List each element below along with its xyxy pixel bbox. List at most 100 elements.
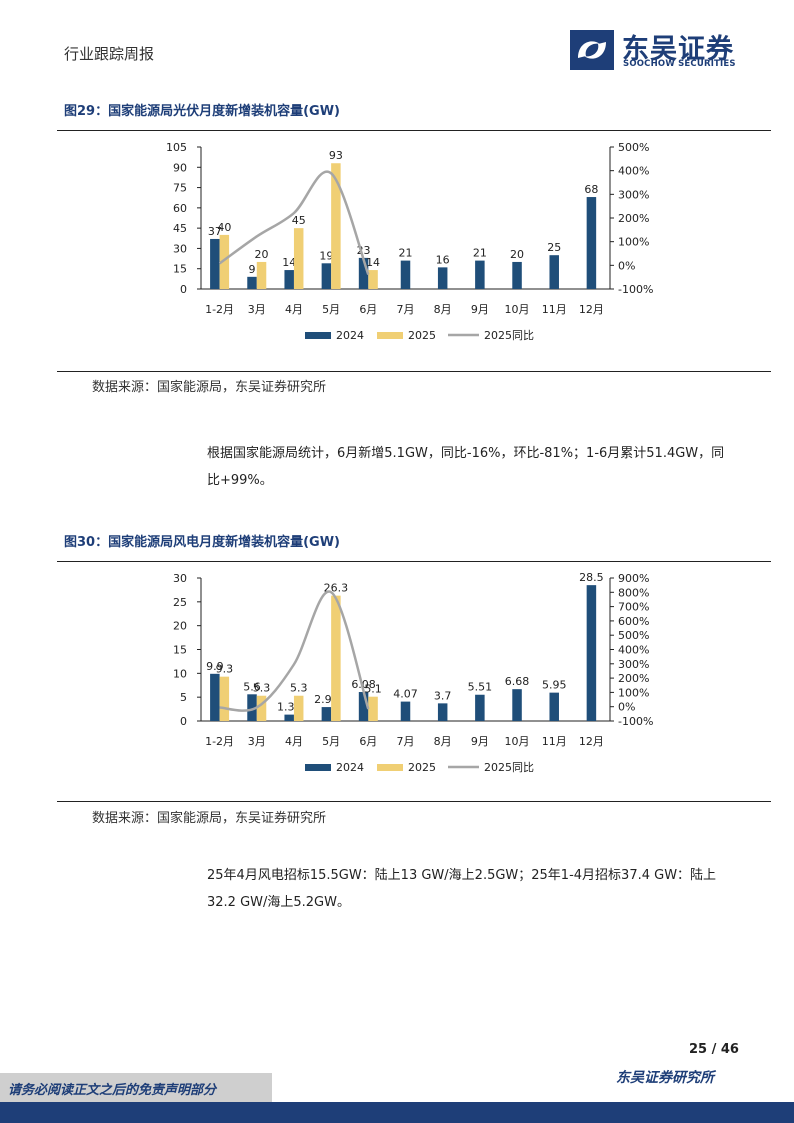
- y2-tick-label: 800%: [618, 586, 649, 599]
- y2-tick-label: -100%: [618, 283, 653, 296]
- y2-tick-label: 600%: [618, 615, 649, 628]
- x-category-label: 1-2月: [205, 303, 234, 316]
- bar-value-label: 4.07: [393, 688, 418, 701]
- y2-tick-label: 400%: [618, 165, 649, 178]
- bar-2024: [321, 263, 332, 289]
- x-category-label: 9月: [471, 735, 489, 748]
- bar-2024: [358, 257, 369, 289]
- bar-value-label: 19: [319, 249, 333, 262]
- paragraph-pv-summary: 根据国家能源局统计，6月新增5.1GW，同比-16%，环比-81%；1-6月累计…: [207, 446, 725, 488]
- bar-value-label: 5.1: [364, 683, 382, 696]
- page-number: 25 / 46: [689, 1042, 739, 1057]
- x-category-label: 7月: [397, 303, 415, 316]
- y2-tick-label: 900%: [618, 572, 649, 585]
- wind-capacity-chart: 051015202530-100%0%100%200%300%400%500%6…: [173, 571, 653, 774]
- bar-value-label: 93: [329, 149, 343, 162]
- bar-2025: [368, 696, 378, 721]
- bar-value-label: 5.6: [243, 680, 260, 693]
- bar-2025: [331, 163, 341, 289]
- bar-2025: [256, 261, 267, 289]
- figure-29-top-rule: [57, 130, 771, 131]
- bar-value-label: 3.7: [434, 689, 452, 702]
- section-label: 行业跟踪周报: [64, 45, 155, 63]
- bar-2025: [368, 270, 378, 289]
- bar-2025: [293, 228, 304, 289]
- bar-2024: [549, 255, 559, 289]
- bar-2024: [247, 694, 257, 721]
- bar-value-label: 6.68: [505, 675, 529, 688]
- logo-chinese-name: 东吴证券: [622, 34, 734, 65]
- y2-tick-label: 0%: [618, 701, 635, 714]
- bar-value-label: 6.08: [351, 678, 376, 691]
- bar-2025: [219, 234, 230, 289]
- y2-tick-label: 200%: [618, 212, 649, 225]
- bar-value-label: 9.9: [206, 660, 224, 673]
- x-category-label: 6月: [359, 735, 377, 748]
- figure-30-source: 数据来源：国家能源局，东吴证券研究所: [92, 811, 327, 826]
- legend-swatch-2025: [377, 332, 403, 339]
- y2-tick-label: 500%: [618, 141, 649, 154]
- x-category-label: 3月: [248, 735, 266, 748]
- bar-2024: [400, 701, 411, 721]
- bar-value-label: 21: [399, 247, 413, 260]
- bar-2024: [358, 692, 369, 721]
- disclaimer-text: 请务必阅读正文之后的免责声明部分: [8, 1083, 217, 1098]
- legend-label-2024: 2024: [336, 761, 364, 774]
- x-category-label: 10月: [505, 303, 530, 316]
- company-logo: 东吴证券 SOOCHOW SECURITIES: [570, 28, 740, 72]
- pv-capacity-chart: 0 15 30 45 60 75 90 105 -100% 0% 100% 200% 300% 400% 5…: [166, 141, 653, 342]
- y2-tick-label: 700%: [618, 601, 649, 614]
- y-tick-label: 15: [173, 263, 187, 276]
- bar-2024: [321, 707, 332, 721]
- y-tick-label: 30: [173, 242, 187, 255]
- y-tick-label: 75: [173, 182, 187, 195]
- y2-tick-label: 100%: [618, 686, 649, 699]
- bar-value-label: 40: [217, 221, 231, 234]
- bar-value-label: 68: [584, 183, 598, 196]
- line-2025-yoy: [218, 170, 370, 275]
- bar-2024: [437, 703, 448, 721]
- y2-tick-label: 500%: [618, 629, 649, 642]
- bar-value-label: 21: [473, 247, 487, 260]
- y-tick-label: 105: [166, 141, 187, 154]
- x-category-label: 5月: [322, 303, 340, 316]
- x-category-label: 9月: [471, 303, 489, 316]
- paragraph-wind-tender: 25年4月风电招标15.5GW：陆上13 GW/海上2.5GW；25年1-4月招…: [207, 868, 717, 910]
- line-2025-yoy: [219, 590, 370, 712]
- legend-swatch-2024: [305, 764, 331, 771]
- y-tick-label: 0: [180, 715, 187, 728]
- bar-2024: [400, 260, 411, 289]
- bar-value-label: 25: [547, 241, 561, 254]
- x-category-label: 6月: [359, 303, 377, 316]
- legend-label-2025-yoy: 2025同比: [484, 761, 534, 774]
- bar-2024: [210, 238, 220, 289]
- bar-value-label: 20: [510, 248, 524, 261]
- y-tick-label: 60: [173, 202, 187, 215]
- x-category-label: 7月: [397, 735, 415, 748]
- bar-value-label: 37: [208, 225, 222, 238]
- x-category-label: 12月: [579, 303, 604, 316]
- figure-30-bottom-rule: [57, 801, 771, 802]
- x-category-label: 10月: [505, 735, 530, 748]
- bar-value-label: 5.95: [542, 679, 567, 692]
- bar-value-label: 9.3: [216, 663, 234, 676]
- y2-tick-label: 0%: [618, 259, 635, 272]
- bar-2024: [284, 714, 294, 721]
- figure-30-title: 图30：国家能源局风电月度新增装机容量(GW): [64, 535, 340, 550]
- bar-2024: [475, 260, 485, 289]
- bar-value-label: 14: [282, 256, 296, 269]
- y2-tick-label: 400%: [618, 644, 649, 657]
- footer-bar: [0, 1102, 794, 1123]
- y-tick-label: 45: [173, 222, 187, 235]
- disclaimer-banner: 请务必阅读正文之后的免责声明部分: [0, 1073, 272, 1102]
- bar-2024: [586, 585, 597, 721]
- bar-2024: [475, 694, 485, 721]
- y2-tick-label: -100%: [618, 715, 653, 728]
- y-tick-label: 90: [173, 161, 187, 174]
- x-category-label: 11月: [542, 735, 567, 748]
- y-tick-label: 30: [173, 572, 187, 585]
- logo-mark-icon: [570, 30, 614, 70]
- bar-2025: [219, 676, 230, 721]
- y-tick-label: 15: [173, 644, 187, 657]
- bar-value-label: 14: [366, 256, 380, 269]
